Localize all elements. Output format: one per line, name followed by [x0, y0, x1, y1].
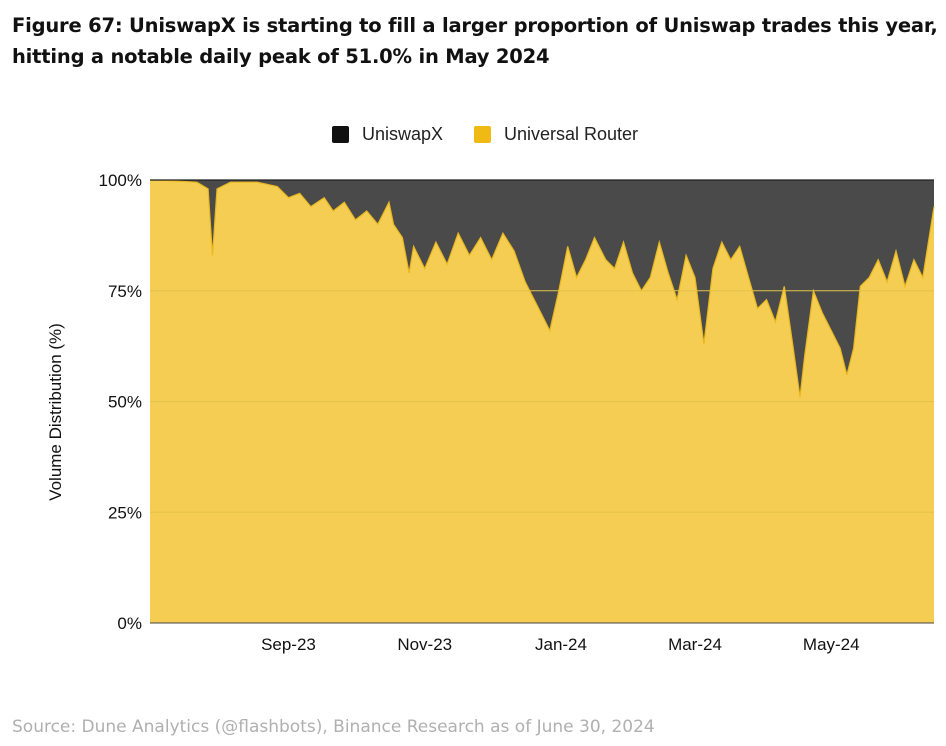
- x-tick-label: Jan-24: [535, 635, 587, 654]
- legend-swatch-uniswapx: [332, 126, 349, 143]
- y-tick-label: 75%: [108, 282, 142, 301]
- y-tick-label: 50%: [108, 393, 142, 412]
- y-tick-label: 100%: [99, 171, 142, 190]
- legend-item-universal-router[interactable]: Universal Router: [474, 124, 638, 145]
- gridlines: [150, 179, 934, 624]
- chart-plot: 0% 25% 50% 75% 100% Sep-23 Nov-23 Jan-24 Mar-24…: [99, 171, 935, 654]
- legend: UniswapX Universal Router: [0, 124, 946, 150]
- source-note: Source: Dune Analytics (@flashbots), Bin…: [12, 717, 655, 737]
- legend-item-uniswapx[interactable]: UniswapX: [332, 124, 443, 145]
- x-tick-label: Mar-24: [668, 635, 722, 654]
- x-tick-label: Sep-23: [261, 635, 316, 654]
- y-tick-label: 0%: [117, 614, 142, 633]
- x-tick-label: May-24: [803, 635, 860, 654]
- x-axis-ticks: Sep-23 Nov-23 Jan-24 Mar-24 May-24: [261, 635, 860, 654]
- x-tick-label: Nov-23: [397, 635, 452, 654]
- legend-label-uniswapx: UniswapX: [362, 124, 444, 144]
- line-universal-router: [149, 179, 935, 398]
- y-tick-label: 25%: [108, 503, 142, 522]
- chart-title: Figure 67: UniswapX is starting to fill …: [12, 14, 938, 68]
- y-axis-ticks: 0% 25% 50% 75% 100%: [99, 171, 142, 633]
- legend-label-universal-router: Universal Router: [504, 124, 639, 144]
- legend-swatch-universal-router: [474, 126, 491, 143]
